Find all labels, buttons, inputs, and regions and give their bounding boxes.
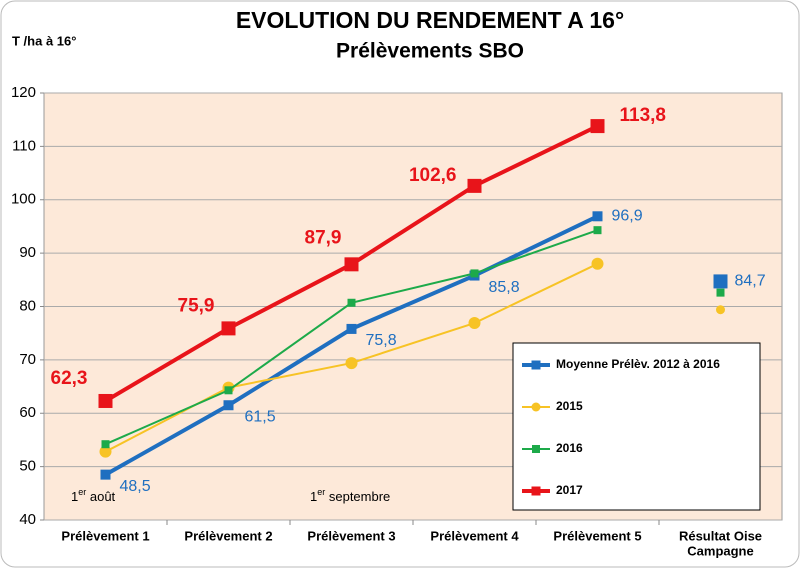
annotation-part: 1 (310, 489, 317, 504)
point (716, 305, 725, 315)
point (713, 274, 728, 289)
x-tick-label: Prélèvement 1 (61, 528, 149, 543)
point (100, 469, 111, 480)
legend-marker (532, 445, 540, 453)
chart-title: EVOLUTION DU RENDEMENT A 16° (236, 7, 624, 33)
y-axis-label: T /ha à 16° (12, 33, 76, 48)
point (470, 269, 479, 278)
data-label: 75,9 (178, 295, 215, 316)
y-tick-label: 40 (19, 511, 36, 528)
chart-subtitle: Prélèvements SBO (336, 40, 524, 63)
point (590, 119, 605, 134)
point (467, 178, 482, 193)
x-tick-label: Prélèvement 3 (307, 528, 395, 543)
y-tick-label: 100 (11, 191, 36, 208)
legend-label: 2016 (556, 441, 583, 455)
y-tick-label: 110 (12, 137, 36, 154)
legend-marker (531, 360, 541, 370)
data-label: 84,7 (735, 273, 766, 290)
data-label: 48,5 (120, 478, 151, 495)
point (223, 400, 234, 411)
x-tick-label: Prélèvement 2 (184, 528, 272, 543)
point (591, 257, 604, 270)
y-tick-label: 70 (19, 351, 36, 368)
annotation-part: 1 (71, 489, 78, 504)
legend-label: 2017 (556, 483, 583, 497)
point (593, 226, 602, 235)
point (344, 257, 359, 272)
y-tick-label: 120 (11, 84, 36, 101)
legend-marker (531, 402, 541, 412)
x-tick-label: Campagne (687, 543, 753, 558)
point (101, 440, 110, 449)
point (98, 393, 113, 408)
annotation: 1er août (71, 487, 116, 504)
point (468, 317, 481, 330)
point (347, 298, 356, 307)
y-tick-label: 50 (19, 458, 36, 475)
annotation-sup: er (317, 487, 325, 497)
x-tick-label: Prélèvement 4 (430, 528, 519, 543)
annotation-part: août (86, 489, 115, 504)
annotation-sup: er (78, 487, 86, 497)
data-label: 85,8 (489, 279, 520, 296)
point (346, 323, 357, 334)
y-tick-label: 80 (19, 297, 36, 314)
data-label: 96,9 (612, 208, 643, 225)
legend: Moyenne Prélèv. 2012 à 2016 2015 2016 2017 (512, 342, 761, 511)
legend-label: Moyenne Prélèv. 2012 à 2016 (556, 357, 720, 371)
point (221, 321, 236, 336)
y-tick-label: 90 (19, 244, 36, 261)
x-tick-label: Résultat Oise (679, 528, 762, 543)
point (99, 445, 112, 458)
x-tick-label: Prélèvement 5 (553, 528, 641, 543)
y-tick-label: 60 (19, 404, 36, 421)
legend-marker (531, 486, 541, 496)
data-label: 61,5 (245, 408, 276, 425)
point (345, 357, 358, 370)
data-label: 102,6 (409, 165, 457, 186)
point (592, 211, 603, 222)
data-label: 87,9 (305, 227, 342, 248)
data-label: 75,8 (366, 332, 397, 349)
legend-box (512, 342, 761, 511)
point (716, 288, 725, 297)
data-label: 62,3 (51, 368, 88, 389)
annotation-part: septembre (325, 489, 390, 504)
data-label: 113,8 (620, 105, 667, 126)
legend-label: 2015 (556, 399, 583, 413)
annotation: 1er septembre (310, 487, 390, 504)
point (224, 386, 233, 395)
